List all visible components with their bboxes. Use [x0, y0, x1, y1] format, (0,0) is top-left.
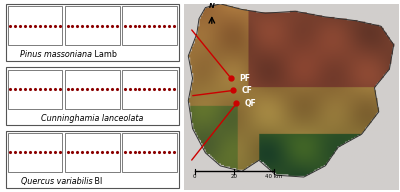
Bar — [65, 6, 120, 45]
Text: Bl: Bl — [92, 177, 102, 186]
Text: CF: CF — [242, 86, 253, 95]
Bar — [8, 133, 62, 172]
Bar — [8, 6, 62, 45]
Text: QF: QF — [245, 99, 257, 108]
Bar — [6, 131, 178, 188]
Bar — [122, 70, 177, 109]
Bar — [6, 67, 178, 125]
Bar — [122, 133, 177, 172]
Bar — [122, 6, 177, 45]
Bar — [65, 70, 120, 109]
Text: N: N — [209, 3, 215, 9]
Text: 0: 0 — [193, 174, 196, 179]
Text: Quercus variabilis: Quercus variabilis — [20, 177, 92, 186]
Bar — [6, 4, 178, 61]
Text: Lamb: Lamb — [92, 50, 117, 59]
Text: PF: PF — [240, 74, 251, 83]
Bar — [65, 133, 120, 172]
Bar — [8, 70, 62, 109]
Text: 20: 20 — [231, 174, 238, 179]
Text: Cunninghamia lanceolata: Cunninghamia lanceolata — [41, 114, 143, 123]
Text: 40 km: 40 km — [265, 174, 283, 179]
Text: Pinus massoniana: Pinus massoniana — [20, 50, 92, 59]
